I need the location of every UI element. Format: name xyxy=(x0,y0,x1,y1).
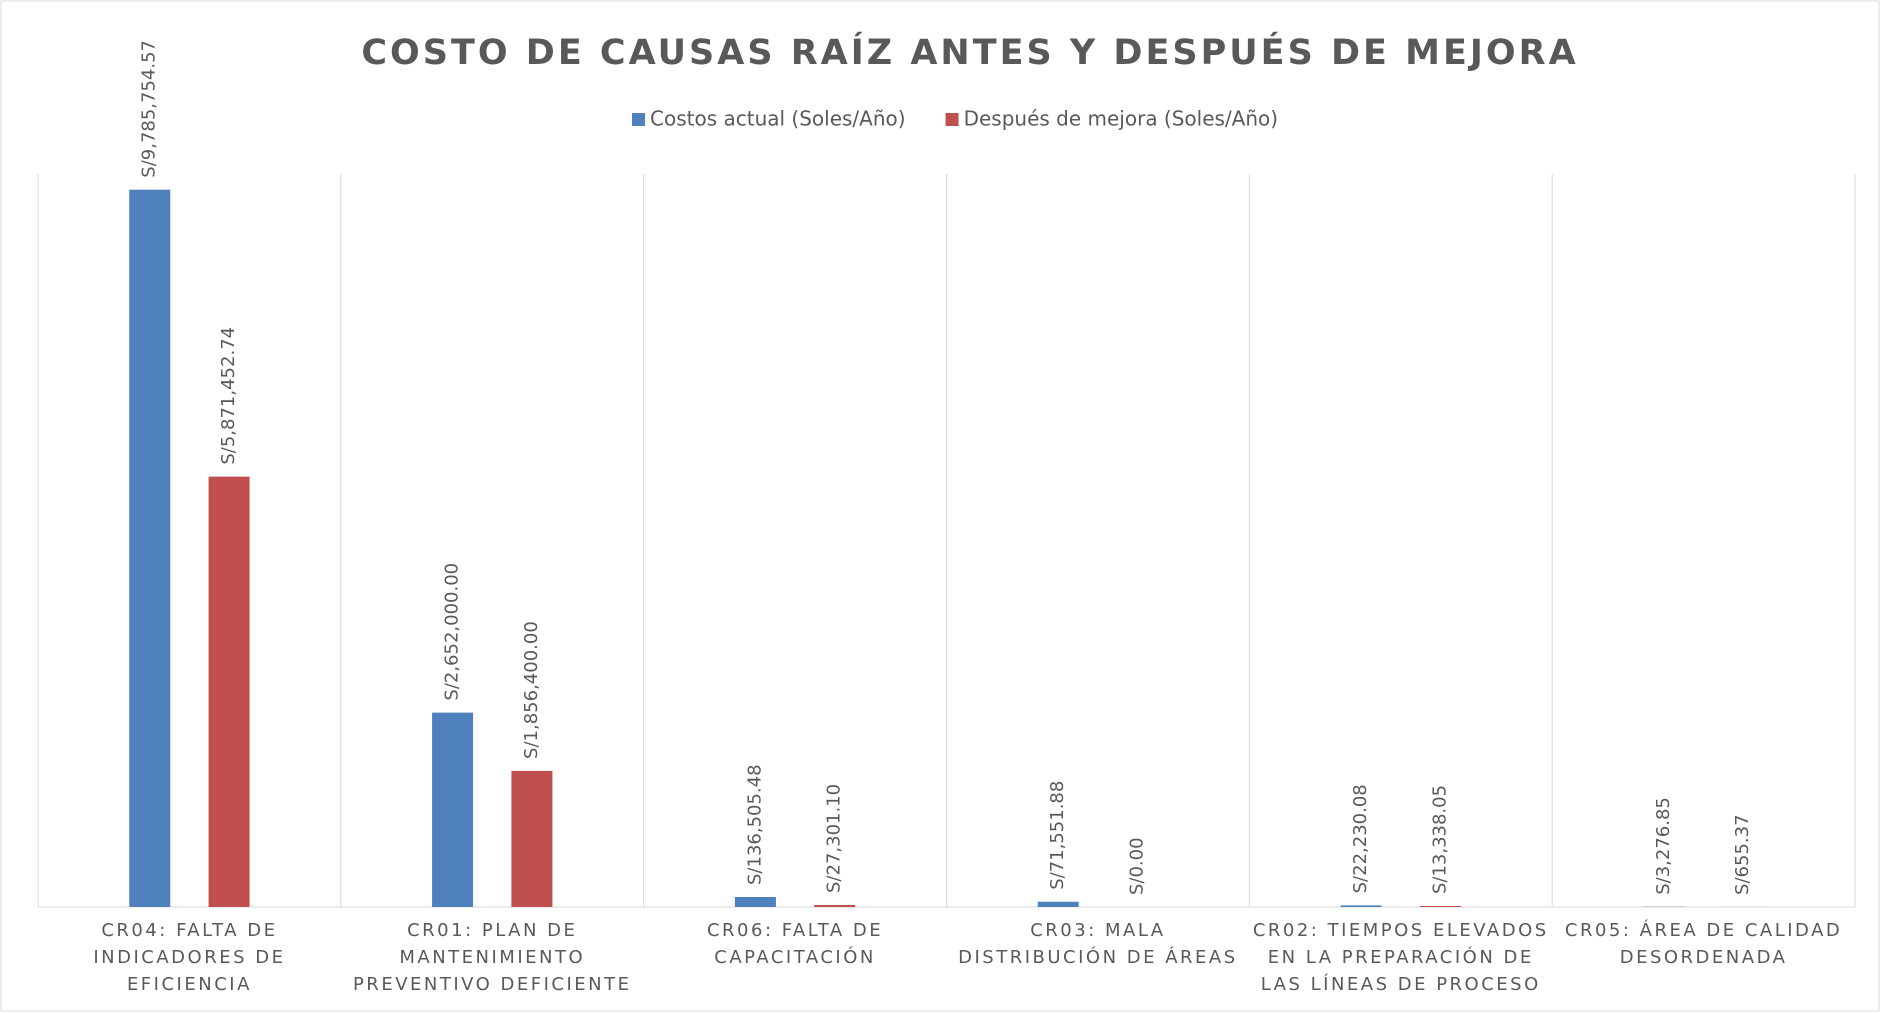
x-tick-label: CR02: TIEMPOS ELEVADOS EN LA PREPARACIÓN… xyxy=(1252,920,1549,995)
data-label: S/2,652,000.00 xyxy=(442,563,463,701)
bar xyxy=(1037,901,1079,907)
data-label: S/1,856,400.00 xyxy=(521,621,542,759)
data-label: S/22,230.08 xyxy=(1350,784,1371,893)
x-tick-label: CR05: ÁREA DE CALIDAD DESORDENADA xyxy=(1564,920,1843,968)
data-label: S/13,338.05 xyxy=(1429,785,1450,894)
data-label: S/136,505.48 xyxy=(744,764,765,885)
bar xyxy=(814,904,856,907)
bar xyxy=(734,896,776,907)
x-tick-label: CR03: MALA DISTRIBUCIÓN DE ÁREAS xyxy=(958,920,1238,968)
data-label: S/9,785,754.57 xyxy=(139,40,160,178)
data-label: S/5,871,452.74 xyxy=(218,327,239,465)
data-label: S/0.00 xyxy=(1127,837,1148,895)
bar xyxy=(208,476,250,907)
bar xyxy=(1419,906,1461,907)
legend-swatch xyxy=(945,113,959,126)
legend-label: Después de mejora (Soles/Año) xyxy=(964,107,1279,131)
bar xyxy=(432,712,474,907)
data-label: S/655.37 xyxy=(1732,814,1753,894)
legend-swatch xyxy=(632,113,645,126)
bar xyxy=(129,189,171,907)
data-label: S/27,301.10 xyxy=(824,784,845,893)
data-label: S/71,551.88 xyxy=(1047,781,1068,890)
x-tick-label: CR04: FALTA DE INDICADORES DE EFICIENCIA xyxy=(93,920,286,995)
data-label: S/3,276.85 xyxy=(1653,797,1674,895)
legend-label: Costos actual (Soles/Año) xyxy=(650,107,906,131)
bar xyxy=(511,770,553,907)
bar xyxy=(1340,905,1382,907)
x-tick-label: CR01: PLAN DE MANTENIMIENTO PREVENTIVO D… xyxy=(352,920,632,995)
chart-title: COSTO DE CAUSAS RAÍZ ANTES Y DESPUÉS DE … xyxy=(361,31,1578,73)
x-tick-label: CR06: FALTA DE CAPACITACIÓN xyxy=(706,920,884,968)
